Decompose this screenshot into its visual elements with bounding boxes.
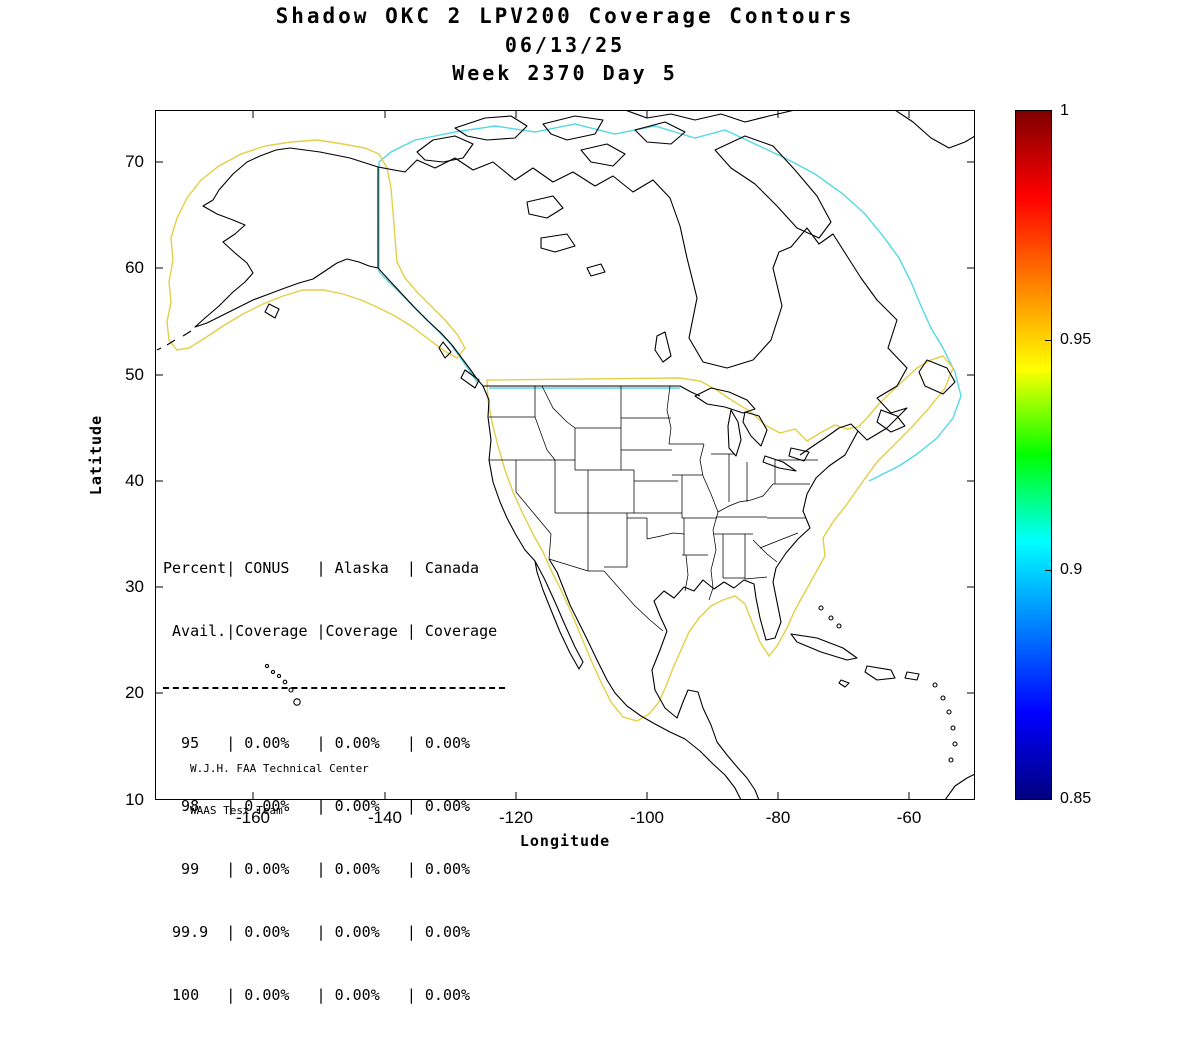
x-tick-label: -140 [367, 808, 403, 827]
colorbar-tick-label: 0.95 [1060, 331, 1092, 348]
page-title: Shadow OKC 2 LPV200 Coverage Contours [275, 4, 855, 28]
x-tick-label: -80 [765, 808, 791, 827]
y-tick-label: 30 [125, 577, 144, 596]
coverage-table-row: 99 | 0.00% | 0.00% | 0.00% [163, 860, 471, 878]
credit-line-1: W.J.H. FAA Technical Center [190, 762, 369, 775]
y-tick-label: 50 [125, 365, 144, 384]
axis-tick-marks [155, 110, 975, 800]
title-week-day: Week 2370 Day 5 [452, 61, 678, 85]
credit-text: W.J.H. FAA Technical Center WAAS Test Te… [190, 734, 369, 846]
credit-line-2: WAAS Test Team [190, 804, 283, 817]
x-tick-label: -60 [896, 808, 922, 827]
colorbar-tick-mark [1045, 570, 1051, 571]
coverage-table-row: 98 | 0.00% | 0.00% | 0.00% [163, 797, 471, 815]
coverage-table-header-1: Percent| CONUS | Alaska | Canada [163, 559, 480, 577]
x-axis-label: Longitude [519, 832, 611, 850]
colorbar-gradient [1015, 110, 1052, 800]
coverage-table-row: 99.9 | 0.00% | 0.00% | 0.00% [163, 923, 471, 941]
yellow-coverage-contour [166, 139, 954, 722]
y-tick-label: 10 [125, 790, 144, 809]
x-tick-label: -100 [629, 808, 665, 827]
y-tick-label: 60 [125, 258, 144, 277]
colorbar-tick-label: 0.9 [1060, 561, 1083, 578]
x-tick-label: -160 [235, 808, 271, 827]
y-tick-label: 70 [125, 152, 144, 171]
north-america-outline [156, 110, 975, 800]
coverage-table-row: 95 | 0.00% | 0.00% | 0.00% [163, 734, 471, 752]
map-plot-area: Percent| CONUS | Alaska | Canada Avail.|… [155, 110, 975, 1004]
title-date: 06/13/25 [504, 33, 626, 57]
axes-box [155, 110, 975, 800]
state-borders [489, 385, 818, 632]
map-svg [155, 110, 975, 800]
y-tick-label: 40 [125, 471, 144, 490]
coverage-table-header-2: Avail.|Coverage |Coverage | Coverage [163, 622, 498, 640]
coverage-table-row: 100 | 0.00% | 0.00% | 0.00% [163, 986, 471, 1004]
cyan-coverage-contour [378, 123, 962, 482]
colorbar-tick-label: 0.85 [1060, 790, 1092, 807]
colorbar-tick-mark [1045, 340, 1051, 341]
colorbar-tick-label: 1 [1060, 102, 1069, 119]
y-tick-label: 20 [125, 683, 144, 702]
title-block: Shadow OKC 2 LPV200 Coverage Contours 06… [155, 4, 975, 85]
y-axis-label: Latitude [87, 414, 105, 496]
coverage-table-separator [163, 687, 505, 689]
x-tick-label: -120 [498, 808, 534, 827]
